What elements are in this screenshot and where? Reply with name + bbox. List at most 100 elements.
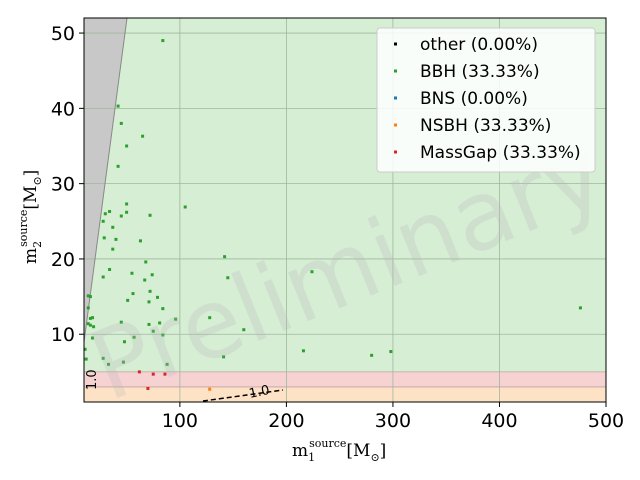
data-point-bbh xyxy=(147,300,151,304)
data-point-bbh xyxy=(242,328,246,332)
data-point-bbh xyxy=(101,219,105,223)
data-point-bbh xyxy=(144,260,148,264)
data-point-bbh xyxy=(147,322,151,326)
x-tick-label: 400 xyxy=(481,410,517,432)
legend-entries: other (0.00%) BBH (33.33%) BNS (0.00%) NSBH… xyxy=(394,35,581,163)
data-point-bbh xyxy=(111,225,115,229)
data-point-bbh xyxy=(208,316,212,320)
data-point-massgap xyxy=(163,372,167,376)
data-point-nsbh xyxy=(208,387,212,391)
data-point-bbh xyxy=(111,247,115,251)
data-point-bbh xyxy=(92,325,96,329)
data-point-bbh xyxy=(126,298,130,302)
x-axis-title: m1source[M⊙] xyxy=(292,437,386,464)
data-point-bbh xyxy=(86,322,90,326)
y-tick-label: 20 xyxy=(51,249,75,271)
data-point-bbh xyxy=(138,239,142,243)
data-point-bbh xyxy=(121,360,125,364)
data-point-bbh xyxy=(102,236,106,240)
legend-box xyxy=(376,27,596,173)
data-point-bbh xyxy=(86,294,90,298)
data-point-bbh xyxy=(389,350,393,354)
data-point-bbh xyxy=(101,356,105,360)
data-point-bbh xyxy=(119,214,123,218)
data-point-massgap xyxy=(151,372,155,376)
y-tick-label: 50 xyxy=(51,23,75,45)
contour-label-right: 1.0 xyxy=(248,383,271,402)
data-point-bbh xyxy=(119,320,123,324)
region-massgap xyxy=(84,371,606,387)
x-tick-label: 100 xyxy=(162,410,198,432)
legend-marker-massgap xyxy=(394,150,397,154)
data-point-bbh xyxy=(88,323,92,327)
data-point-bbh xyxy=(108,210,112,214)
data-point-bbh xyxy=(161,307,165,311)
x-axis-ticks: 100 200 300 400 500 xyxy=(162,402,624,432)
x-tick-label: 300 xyxy=(375,410,411,432)
data-point-bbh xyxy=(101,275,105,279)
data-point-bbh xyxy=(91,316,95,320)
data-point-bbh xyxy=(158,321,162,325)
data-point-bbh xyxy=(150,273,154,277)
data-point-bbh xyxy=(116,104,120,108)
data-point-bbh xyxy=(84,347,87,351)
scatter-points xyxy=(84,39,582,391)
data-point-bbh xyxy=(370,353,374,357)
data-point-bbh xyxy=(310,270,314,274)
data-point-bbh xyxy=(578,306,582,310)
data-point-bbh xyxy=(119,121,123,125)
data-point-bbh xyxy=(301,349,305,353)
data-point-bbh xyxy=(88,316,92,320)
y-tick-label: 40 xyxy=(51,98,75,120)
data-point-bbh xyxy=(161,333,165,337)
x-tick-label: 200 xyxy=(268,410,304,432)
data-point-bbh xyxy=(222,355,226,359)
svg-text:m2source[M⊙]: m2source[M⊙] xyxy=(17,170,44,264)
data-point-bbh xyxy=(174,317,178,321)
data-point-bbh xyxy=(116,164,120,168)
contour-curve xyxy=(202,389,284,402)
legend-label-massgap: MassGap (33.33%) xyxy=(420,143,581,163)
data-point-bbh xyxy=(107,362,111,366)
y-axis-title: m2source[M⊙] xyxy=(17,170,44,264)
legend-marker-other xyxy=(394,42,397,46)
x-tick-label: 500 xyxy=(588,410,624,432)
data-point-bbh xyxy=(131,292,135,296)
legend-label-nsbh: NSBH (33.33%) xyxy=(420,116,551,136)
data-point-bbh xyxy=(84,357,88,361)
data-point-bbh xyxy=(183,205,187,209)
y-tick-label: 30 xyxy=(51,174,75,196)
data-point-bbh xyxy=(132,335,136,339)
data-point-bbh xyxy=(161,39,165,43)
data-point-bbh xyxy=(156,295,160,299)
legend-label-bbh: BBH (33.33%) xyxy=(420,62,540,82)
data-point-bbh xyxy=(141,134,145,138)
data-point-bbh xyxy=(88,295,92,299)
legend-marker-nsbh xyxy=(394,123,397,127)
data-point-bbh xyxy=(151,329,155,333)
region-nsbh xyxy=(84,386,606,402)
data-point-bbh xyxy=(108,267,112,271)
data-point-bbh xyxy=(130,271,134,275)
y-axis-ticks: 10 20 30 40 50 xyxy=(51,23,84,346)
data-point-bbh xyxy=(223,255,227,259)
data-point-bbh xyxy=(91,336,95,340)
y-tick-label: 10 xyxy=(51,324,75,346)
data-point-bbh xyxy=(148,213,152,217)
data-point-bbh xyxy=(122,340,126,344)
plot-frame xyxy=(83,17,607,403)
legend-label-bns: BNS (0.00%) xyxy=(420,89,528,109)
data-point-massgap xyxy=(146,386,150,390)
data-point-bbh xyxy=(125,210,129,214)
contour-label-left: 1.0 xyxy=(85,369,100,390)
data-point-bbh xyxy=(125,144,129,148)
legend-marker-bbh xyxy=(394,69,397,73)
data-point-massgap xyxy=(137,370,141,374)
svg-text:m1source[M⊙]: m1source[M⊙] xyxy=(292,437,386,464)
data-point-bbh xyxy=(226,276,230,280)
legend-label-other: other (0.00%) xyxy=(420,35,538,55)
excluded-region-boundary xyxy=(84,18,128,343)
legend: other (0.00%) BBH (33.33%) BNS (0.00%) NSBH… xyxy=(376,27,596,173)
data-point-bbh xyxy=(165,362,169,366)
